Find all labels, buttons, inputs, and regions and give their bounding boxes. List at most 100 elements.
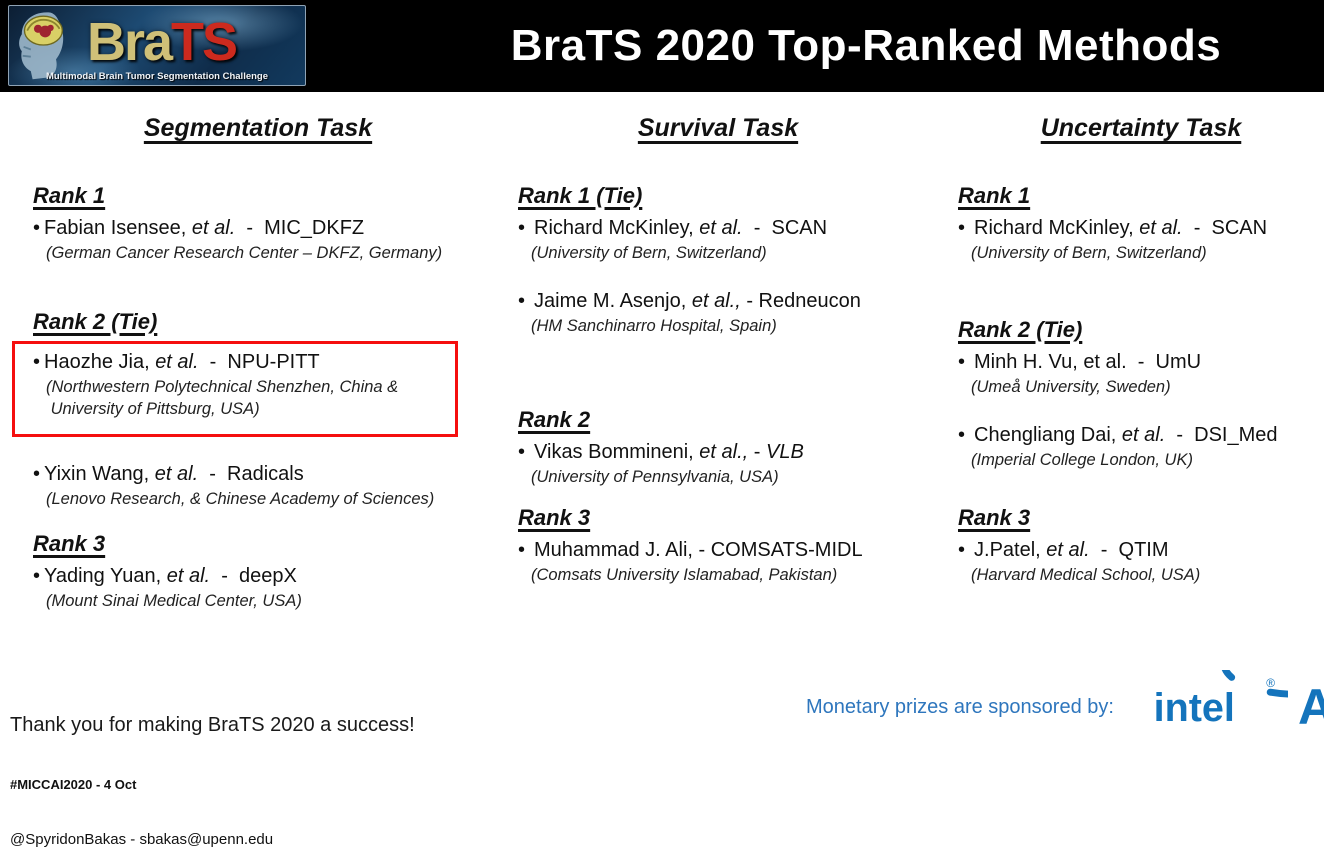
entry-name: • Fabian Isensee, et al. - MIC_DKFZ: [33, 215, 483, 242]
entry-name: • Haozhe Jia, et al. - NPU-PITT: [33, 349, 449, 376]
affiliation-line: (Mount Sinai Medical Center, USA): [46, 592, 302, 610]
rank-section: Rank 2 (Tie) • Minh H. Vu, et al. - UmU (…: [958, 316, 1324, 471]
entry: • Chengliang Dai, et al. - DSI_Med (Imper…: [958, 422, 1324, 471]
bullet-icon: •: [33, 351, 41, 373]
rank-heading: Rank 1 (Tie): [518, 182, 918, 210]
entry-author: Yixin Wang,: [44, 463, 155, 485]
rank-label: Rank 1 (Tie): [518, 183, 643, 208]
brats-wordmark-bra: Bra: [87, 12, 173, 72]
bullet-icon: •: [518, 441, 526, 463]
entry-etal: et al.,: [699, 441, 749, 463]
entry-affiliation: (University of Bern, Switzerland): [518, 242, 918, 264]
brats-wordmark: BraTS: [87, 6, 238, 83]
entry-method: - SCAN: [1182, 217, 1268, 239]
entry: • J.Patel, et al. - QTIM (Harvard Medical…: [958, 537, 1324, 586]
column-title-label: Survival Task: [637, 114, 799, 142]
entry: • Yading Yuan, et al. - deepX (Mount Sina…: [33, 563, 483, 612]
entry-name: • J.Patel, et al. - QTIM: [958, 537, 1324, 564]
rank-label: Rank 3: [958, 505, 1031, 530]
column-title-label: Uncertainty Task: [1040, 114, 1242, 142]
rank-heading: Rank 1: [33, 182, 483, 210]
entry-etal: et al.: [154, 463, 199, 485]
entry-affiliation: (Lenovo Research, & Chinese Academy of S…: [33, 488, 483, 510]
entry-method: - QTIM: [1089, 539, 1169, 561]
column-title: Segmentation Task: [33, 114, 483, 143]
entry-author: Muhammad J. Ali, - COMSATS-MIDL: [534, 539, 863, 561]
rank-section: Rank 3 • Yading Yuan, et al. - deepX (Mou…: [33, 530, 483, 612]
rank-heading: Rank 3: [958, 504, 1324, 532]
bullet-icon: •: [33, 217, 41, 239]
intel-wordmark: intel: [1154, 686, 1235, 730]
brats-tagline: Multimodal Brain Tumor Segmentation Chal…: [45, 71, 269, 82]
entry-affiliation: (HM Sanchinarro Hospital, Spain): [518, 315, 918, 337]
entry-affiliation: (Northwestern Polytechnical Shenzhen, Ch…: [33, 376, 449, 420]
entry-author: Yading Yuan,: [44, 565, 167, 587]
affiliation-line: (University of Bern, Switzerland): [971, 244, 1207, 262]
contact-text: @SpyridonBakas - sbakas@upenn.edu: [10, 831, 274, 848]
entry: • Jaime M. Asenjo, et al., - Redneucon (H…: [518, 288, 918, 337]
entry-name: • Minh H. Vu, et al. - UmU: [958, 349, 1324, 376]
entry-author: J.Patel,: [974, 539, 1047, 561]
affiliation-line: (German Cancer Research Center – DKFZ, G…: [46, 244, 443, 262]
bullet-icon: •: [33, 565, 41, 587]
bullet-icon: •: [518, 217, 526, 239]
rank-label: Rank 2: [518, 407, 591, 432]
entry-etal: et al.: [166, 565, 211, 587]
entry-author: Haozhe Jia,: [44, 351, 156, 373]
bullet-icon: •: [958, 539, 966, 561]
highlighted-entry: • Haozhe Jia, et al. - NPU-PITT (Northwes…: [12, 341, 458, 437]
entry-author: Vikas Bommineni,: [534, 441, 700, 463]
brats-logo: BraTS Multimodal Brain Tumor Segmentatio…: [8, 5, 306, 86]
column-survival-task: Survival Task Rank 1 (Tie) • Richard McKi…: [518, 110, 918, 690]
affiliation-line: (Northwestern Polytechnical Shenzhen, Ch…: [46, 378, 399, 396]
entry-etal: et al.: [1046, 539, 1090, 561]
entry: • Minh H. Vu, et al. - UmU (Umeå Universi…: [958, 349, 1324, 398]
entry: • Yixin Wang, et al. - Radicals (Lenovo R…: [33, 461, 483, 510]
slide: { "colors": { "header_bg": "#000000", "h…: [0, 0, 1324, 848]
rank-label: Rank 1: [958, 183, 1031, 208]
entry-name: • Richard McKinley, et al. - SCAN: [518, 215, 918, 242]
entry-name: • Yixin Wang, et al. - Radicals: [33, 461, 483, 488]
entry-method: - Radicals: [198, 463, 304, 485]
entry-method: - NPU-PITT: [198, 351, 320, 373]
column-segmentation-task: Segmentation Task Rank 1 • Fabian Isensee…: [12, 110, 483, 690]
rank-heading: Rank 3: [518, 504, 918, 532]
entry-etal: et al.: [155, 351, 199, 373]
entry-name: • Vikas Bommineni, et al., - VLB: [518, 439, 918, 466]
entry-affiliation: (University of Bern, Switzerland): [958, 242, 1324, 264]
affiliation-line: (University of Pennsylvania, USA): [531, 468, 779, 486]
entry-affiliation: (Harvard Medical School, USA): [958, 564, 1324, 586]
entry-name: • Jaime M. Asenjo, et al., - Redneucon: [518, 288, 918, 315]
registered-mark: ®: [1266, 676, 1275, 690]
entry-name: • Richard McKinley, et al. - SCAN: [958, 215, 1324, 242]
entry-affiliation: (Umeå University, Sweden): [958, 376, 1324, 398]
entry-affiliation: (Mount Sinai Medical Center, USA): [33, 590, 483, 612]
entry-name: • Yading Yuan, et al. - deepX: [33, 563, 483, 590]
header-bar: BraTS Multimodal Brain Tumor Segmentatio…: [0, 0, 1324, 92]
rank-label: Rank 2 (Tie): [33, 309, 158, 334]
entry-etal: et al.: [1139, 217, 1183, 239]
entry-method: - Redneucon: [740, 290, 861, 312]
rank-section: Rank 2 • Vikas Bommineni, et al., - VLB (…: [518, 406, 918, 488]
affiliation-line: (Imperial College London, UK): [971, 451, 1193, 469]
entry-author: Richard McKinley,: [974, 217, 1140, 239]
rank-heading: Rank 2 (Tie): [958, 316, 1324, 344]
entry-author: Fabian Isensee,: [44, 217, 192, 239]
bullet-icon: •: [958, 424, 966, 446]
entry-affiliation: (German Cancer Research Center – DKFZ, G…: [33, 242, 483, 264]
entry: • Richard McKinley, et al. - SCAN (Univer…: [518, 215, 918, 264]
entry: • Fabian Isensee, et al. - MIC_DKFZ (Germ…: [33, 215, 483, 264]
sponsor-area: Monetary prizes are sponsored by: intel …: [806, 668, 1324, 746]
entry-etal: et al.: [699, 217, 743, 239]
affiliation-line: University of Pittsburg, USA): [46, 400, 260, 418]
affiliation-line: (University of Bern, Switzerland): [531, 244, 767, 262]
affiliation-line: (Lenovo Research, & Chinese Academy of S…: [46, 490, 435, 508]
entry-etal: et al.: [1121, 424, 1166, 446]
entry-author: Jaime M. Asenjo,: [534, 290, 692, 312]
entry-affiliation: (Comsats University Islamabad, Pakistan): [518, 564, 918, 586]
rank-section: Rank 1 (Tie) • Richard McKinley, et al. -…: [518, 182, 918, 337]
entry: • Richard McKinley, et al. - SCAN (Univer…: [958, 215, 1324, 264]
column-title-label: Segmentation Task: [143, 114, 373, 142]
brain-skull-icon: [19, 12, 64, 80]
entry-etal: et al.: [191, 217, 236, 239]
